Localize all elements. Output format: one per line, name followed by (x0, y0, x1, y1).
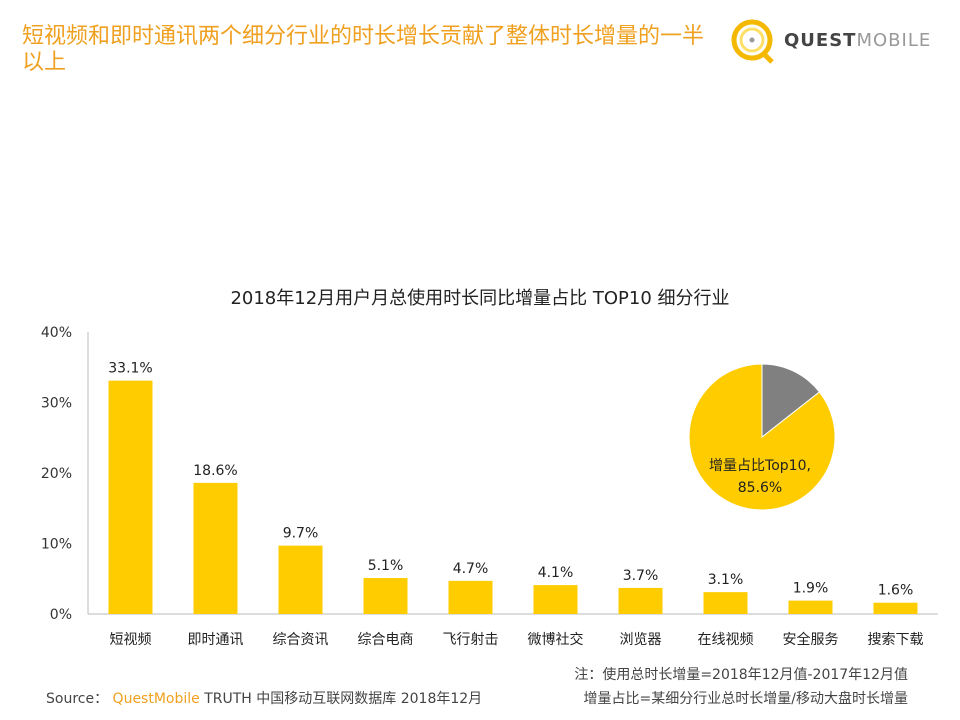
y-tick-label: 0% (50, 607, 72, 623)
y-tick-label: 20% (41, 466, 72, 482)
bar-value-label: 4.1% (538, 565, 574, 581)
chart-title: 2018年12月用户月总使用时长同比增量占比 TOP10 细分行业 (230, 288, 729, 309)
source-brand: QuestMobile (112, 691, 200, 707)
bar-value-label: 33.1% (108, 361, 152, 377)
x-tick-label: 微博社交 (528, 631, 584, 648)
source-text: TRUTH 中国移动互联网数据库 2018年12月 (204, 691, 483, 707)
x-tick-label: 飞行射击 (443, 632, 499, 648)
x-tick-label: 在线视频 (698, 632, 754, 648)
note-1: 注：使用总时长增量=2018年12月值-2017年12月值 (574, 667, 908, 683)
bar-value-label: 5.1% (368, 558, 404, 574)
bar-value-label: 1.9% (793, 581, 829, 597)
pie-value-label: 85.6% (738, 480, 782, 496)
x-tick-label: 安全服务 (783, 631, 839, 648)
bar-value-label: 18.6% (193, 463, 237, 479)
bar-value-label: 3.1% (708, 572, 744, 588)
questmobile-logo: QUESTMOBILE (728, 16, 931, 64)
pie-label: 增量占比Top10, (709, 458, 811, 474)
bar (108, 380, 153, 614)
bar (448, 580, 493, 614)
x-tick-label: 综合电商 (358, 632, 414, 648)
y-tick-label: 30% (41, 396, 72, 412)
bar-value-label: 3.7% (623, 568, 659, 584)
source-line: Source： QuestMobile TRUTH 中国移动互联网数据库 201… (46, 688, 482, 708)
x-tick-label: 搜索下载 (868, 631, 924, 648)
bar (193, 482, 238, 614)
logo-light: MOBILE (856, 29, 932, 51)
bar-value-label: 1.6% (878, 583, 914, 599)
bar (873, 602, 918, 614)
bar (788, 600, 833, 614)
x-tick-label: 综合资讯 (273, 632, 329, 648)
x-tick-label: 即时通讯 (188, 632, 244, 648)
pie-slice (761, 363, 821, 439)
logo-bold: QUEST (784, 29, 857, 51)
source-label: Source： (46, 691, 109, 707)
bar (703, 592, 748, 614)
bar (278, 545, 323, 614)
y-tick-label: 10% (41, 537, 72, 553)
bar (533, 585, 578, 614)
bar-value-label: 4.7% (453, 561, 489, 577)
bar-value-label: 9.7% (283, 526, 319, 542)
logo-icon (731, 19, 774, 64)
y-tick-label: 40% (41, 325, 72, 341)
note-2: 增量占比=某细分行业总时长增量/移动大盘时长增量 (583, 691, 908, 707)
bar (363, 578, 408, 614)
x-tick-label: 浏览器 (620, 632, 662, 648)
x-tick-label: 短视频 (110, 632, 152, 648)
page-title: 短视频和即时通讯两个细分行业的时长增长贡献了整体时长增量的一半以上 (22, 24, 705, 75)
bar (618, 587, 663, 614)
